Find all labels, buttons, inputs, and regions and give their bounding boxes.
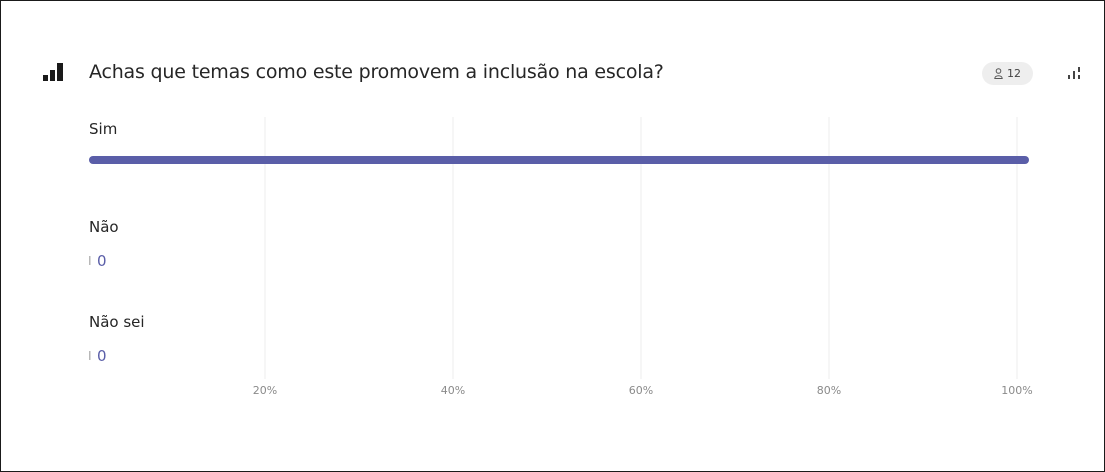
question-title: Achas que temas como este promovem a inc… <box>89 61 664 83</box>
x-tick-label: 60% <box>629 384 653 397</box>
category-label: Não <box>89 218 119 236</box>
value-label: 0 <box>97 252 107 270</box>
bar-chart-icon <box>43 63 63 81</box>
x-tick-label: 80% <box>817 384 841 397</box>
chart-type-icon[interactable] <box>1067 65 1083 81</box>
category-label: Não sei <box>89 313 145 331</box>
respondents-count: 12 <box>1007 67 1021 80</box>
bar <box>89 256 91 265</box>
bar <box>89 351 91 360</box>
value-label: 0 <box>97 347 107 365</box>
person-icon <box>994 68 1003 79</box>
bar <box>89 156 1029 164</box>
category-label: Sim <box>89 120 117 138</box>
respondents-badge: 12 <box>982 62 1033 85</box>
x-tick-label: 40% <box>441 384 465 397</box>
x-tick-label: 20% <box>253 384 277 397</box>
x-tick-label: 100% <box>1001 384 1032 397</box>
